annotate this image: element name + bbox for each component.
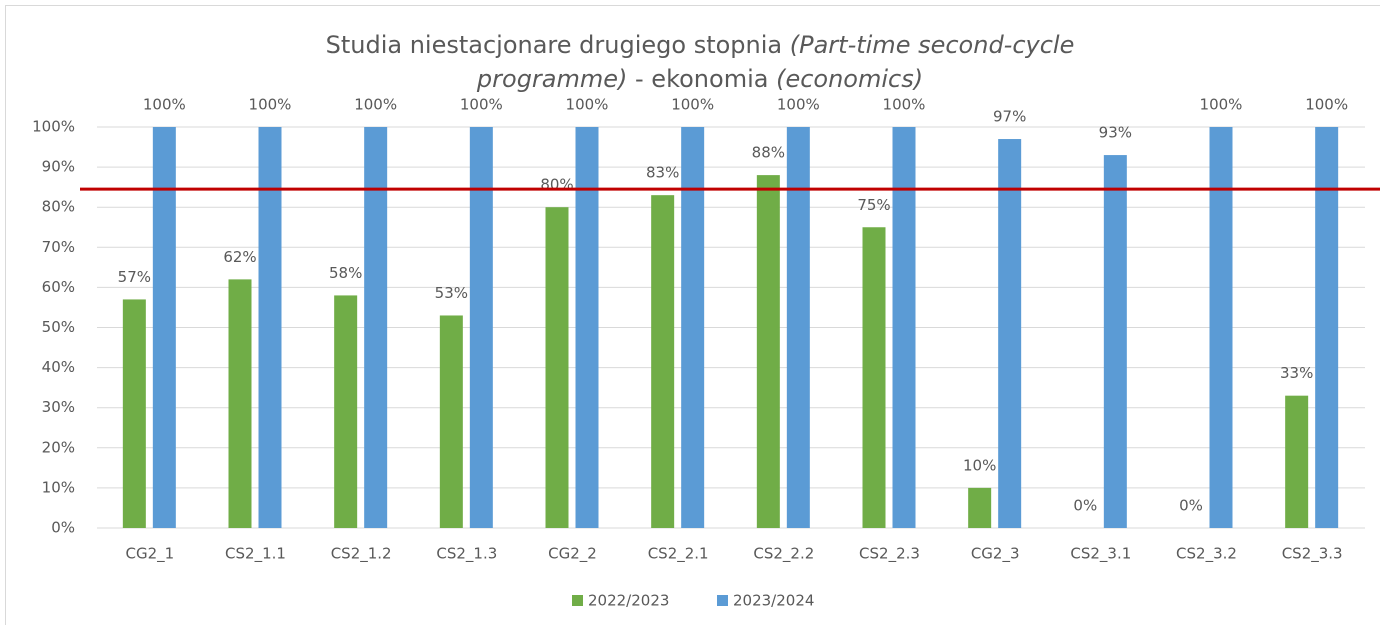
bar [862,227,886,528]
data-label: 100% [566,96,609,114]
bar [968,487,992,528]
legend-swatch [717,595,728,606]
data-label: 100% [1200,96,1243,114]
x-tick-label: CG2_1 [125,545,174,564]
legend-label: 2023/2024 [733,592,814,610]
legend-swatch [572,595,583,606]
bar [998,139,1022,528]
data-label: 100% [883,96,926,114]
title-part: - ekonomia [627,65,776,93]
y-tick-label: 50% [42,318,75,336]
x-tick-label: CS2_2.1 [648,545,709,564]
legend-label: 2022/2023 [588,592,669,610]
x-tick-label: CS2_2.2 [753,545,814,564]
x-tick-label: CS2_1.2 [331,545,392,564]
x-tick-label: CS2_1.1 [225,545,286,564]
y-tick-label: 0% [51,519,75,537]
title-part: (Part-time second-cycle [790,31,1075,59]
bar [152,127,176,528]
data-label: 62% [223,248,256,266]
data-label: 0% [1073,497,1097,515]
data-label: 93% [1099,124,1132,142]
x-tick-label: CS2_2.3 [859,545,920,564]
bar [334,295,358,528]
bar [258,127,282,528]
y-tick-label: 30% [42,398,75,416]
data-label: 100% [460,96,503,114]
bar [1103,155,1127,528]
y-tick-label: 70% [42,238,75,256]
bar [545,207,569,528]
x-tick-label: CS2_3.3 [1282,545,1343,564]
data-label: 75% [857,196,890,214]
data-label: 53% [435,284,468,302]
bar [439,315,463,528]
x-tick-label: CG2_3 [971,545,1020,564]
title-part: Studia niestacjonare drugiego stopnia [326,31,790,59]
bar [1285,395,1309,528]
y-tick-label: 80% [42,198,75,216]
bar [469,127,493,528]
y-tick-label: 60% [42,278,75,296]
data-label: 0% [1179,497,1203,515]
bar [1209,127,1233,528]
data-label: 33% [1280,364,1313,382]
bar [364,127,388,528]
x-tick-label: CG2_2 [548,545,597,564]
data-label: 80% [540,176,573,194]
x-tick-label: CS2_3.1 [1070,545,1131,564]
data-label: 100% [671,96,714,114]
title-part: programme) [476,65,627,93]
title-part: (economics) [776,65,923,93]
data-label: 100% [143,96,186,114]
data-label: 100% [249,96,292,114]
data-label: 100% [1305,96,1348,114]
data-label: 97% [993,108,1026,126]
bar [756,175,780,528]
bar [681,127,705,528]
bar [651,195,675,529]
x-tick-label: CS2_1.3 [436,545,497,564]
data-label: 88% [752,144,785,162]
y-tick-label: 90% [42,158,75,176]
data-label: 83% [646,164,679,182]
bar [786,127,810,528]
data-label: 100% [354,96,397,114]
bar [228,279,252,528]
bar [122,299,146,528]
y-tick-label: 10% [42,478,75,496]
chart-title: Studia niestacjonare drugiego stopnia (P… [326,31,1075,59]
x-tick-label: CS2_3.2 [1176,545,1237,564]
y-tick-label: 40% [42,358,75,376]
y-tick-label: 100% [32,118,75,136]
y-tick-label: 20% [42,438,75,456]
bar [892,127,916,528]
data-label: 100% [777,96,820,114]
chart-title: programme) - ekonomia (economics) [476,65,923,93]
data-label: 57% [118,268,151,286]
bar [575,127,599,528]
bar [1315,127,1339,528]
data-label: 58% [329,264,362,282]
data-label: 10% [963,456,996,474]
